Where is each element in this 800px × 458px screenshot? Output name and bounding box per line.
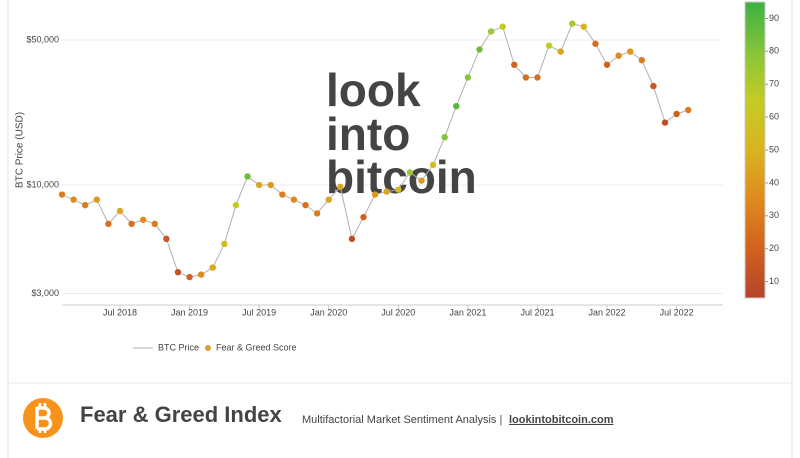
x-tick-label: Jul 2021 [520, 307, 554, 317]
score-dot [603, 61, 611, 68]
colorbar [744, 1, 766, 299]
score-dot [279, 191, 286, 198]
colorbar-tick-label: 40 [769, 177, 779, 187]
watermark-text: look [326, 64, 421, 116]
x-tick-label: Jul 2020 [381, 307, 415, 317]
score-dot [186, 273, 193, 281]
score-dot [93, 196, 100, 203]
score-dot [429, 161, 437, 169]
score-dot [267, 181, 274, 189]
colorbar-tick-label: 70 [769, 79, 779, 89]
score-dot [569, 20, 576, 27]
colorbar-tick-label: 80 [769, 46, 779, 56]
score-dot [650, 82, 657, 90]
score-dot [105, 220, 112, 228]
score-dot [244, 173, 251, 180]
footer-title: Fear & Greed Index [80, 402, 283, 427]
score-dot [441, 134, 448, 141]
score-dot [313, 210, 321, 217]
colorbar-tick-label: 90 [769, 13, 779, 23]
score-dot [383, 188, 390, 195]
x-tick-label: Jan 2019 [171, 307, 208, 317]
score-dot [685, 106, 692, 114]
score-dot [197, 271, 205, 278]
x-tick-label: Jan 2021 [449, 307, 486, 317]
score-dot [70, 196, 77, 203]
y-tick-label: $50,000 [26, 34, 59, 44]
score-dot [661, 119, 669, 126]
score-dot [139, 216, 147, 223]
footer-link[interactable]: lookintobitcoin.com [509, 414, 614, 426]
score-dot [534, 74, 541, 81]
score-dot [128, 220, 135, 228]
score-dot [174, 268, 182, 276]
score-dot [302, 201, 309, 209]
x-tick-label: Jul 2018 [103, 307, 137, 317]
score-dot [592, 40, 599, 47]
score-dot [453, 102, 460, 110]
footer-subtitle: Multifactorial Market Sentiment Analysis… [302, 414, 502, 426]
score-dot [464, 74, 472, 81]
legend-dot [205, 345, 211, 351]
score-dot [116, 207, 124, 215]
y-tick-label: $3,000 [31, 288, 59, 298]
score-dot [360, 213, 367, 221]
y-tick-label: $10,000 [26, 179, 59, 189]
score-dot [81, 201, 89, 209]
logo-icon [35, 403, 53, 433]
score-dot [511, 61, 518, 68]
y-axis-label: BTC Price (USD) [15, 112, 26, 188]
card [7, 0, 793, 458]
score-dot [673, 110, 680, 118]
legend-label: Fear & Greed Score [216, 342, 297, 352]
score-dot [325, 196, 332, 203]
x-tick-label: Jan 2022 [589, 307, 626, 317]
watermark-text: into [326, 108, 410, 160]
score-dot [151, 220, 158, 228]
colorbar-tick-label: 20 [769, 243, 779, 253]
score-dot [615, 52, 622, 59]
score-dot [209, 264, 216, 271]
x-tick-label: Jul 2022 [660, 307, 694, 317]
watermark: look into bitcoin [326, 64, 477, 203]
score-dot [221, 240, 228, 248]
score-dot [627, 48, 634, 55]
score-dot [58, 191, 66, 198]
score-dot [290, 196, 298, 203]
score-dot [487, 28, 495, 35]
score-dot [418, 177, 425, 184]
score-dot [476, 46, 483, 53]
x-tick-label: Jul 2019 [242, 307, 276, 317]
x-tick-label: Jan 2020 [310, 307, 347, 317]
score-dot [255, 181, 263, 189]
colorbar-tick-label: 30 [769, 210, 779, 220]
score-dot [232, 201, 240, 209]
watermark-text: bitcoin [326, 151, 477, 203]
score-dot [638, 56, 646, 64]
colorbar-tick-label: 10 [769, 276, 779, 286]
score-dot [499, 23, 506, 30]
score-dot [163, 235, 170, 243]
colorbar-tick-label: 60 [769, 111, 779, 121]
colorbar-tick-label: 50 [769, 144, 779, 154]
score-dot [580, 23, 588, 30]
score-dot [406, 169, 414, 176]
score-dot [522, 74, 530, 81]
legend-label: BTC Price [158, 342, 199, 352]
score-dot [395, 186, 402, 193]
score-dot [557, 48, 564, 55]
score-dot [337, 183, 344, 191]
score-dot [371, 191, 379, 198]
score-dot [545, 42, 553, 49]
score-dot [348, 235, 356, 243]
